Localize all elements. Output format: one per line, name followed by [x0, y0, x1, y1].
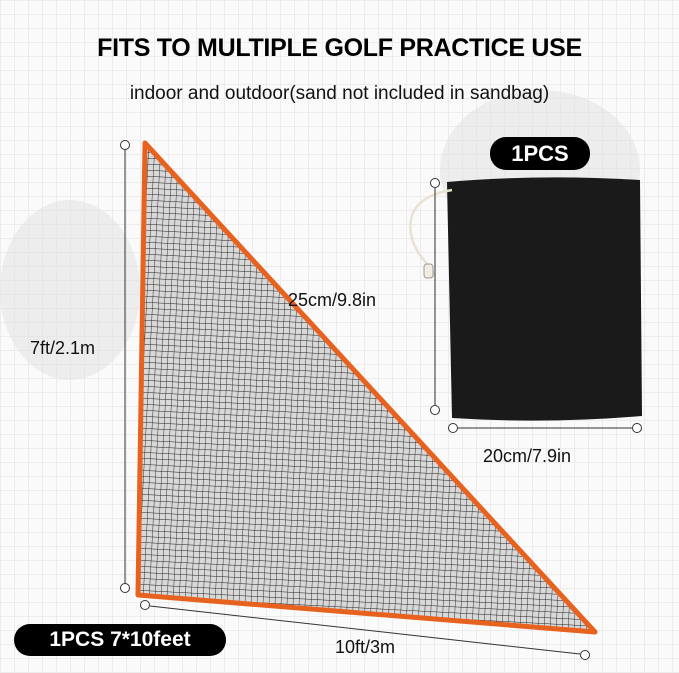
net-width-dimension [140, 600, 590, 660]
bag-width-dimension [448, 423, 642, 433]
golf-net [135, 140, 598, 635]
background-swoosh [0, 200, 140, 380]
bag-quantity-badge: 1PCS [490, 137, 590, 170]
net-width-label: 10ft/3m [335, 637, 396, 657]
net-height-label: 7ft/2.1m [30, 338, 96, 358]
net-height-dimension [120, 140, 130, 593]
bag-height-label: 25cm/9.8in [288, 290, 377, 310]
sandbag [409, 177, 642, 421]
headline: FITS TO MULTIPLE GOLF PRACTICE USE [97, 34, 582, 62]
net-quantity-badge: 1PCS 7*10feet [14, 624, 226, 656]
subheadline: indoor and outdoor(sand not included in … [129, 83, 550, 104]
bag-width-label: 20cm/7.9in [483, 446, 572, 466]
bag-height-dimension [430, 178, 440, 415]
